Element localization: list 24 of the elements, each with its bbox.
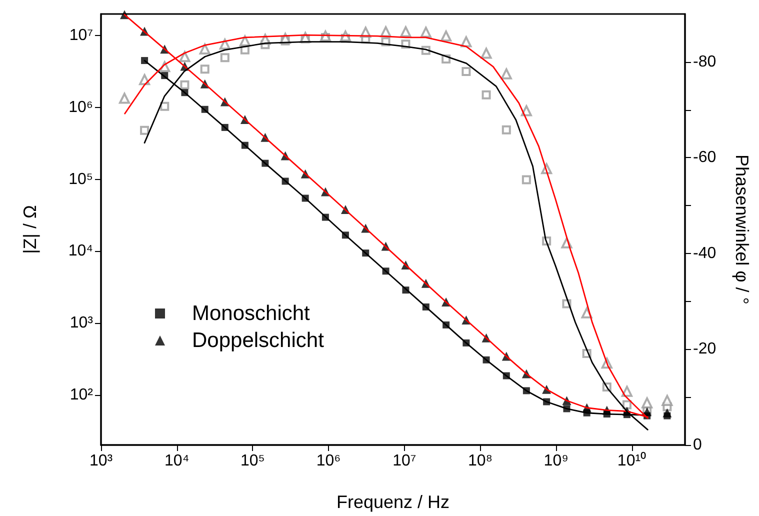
x-tick-label: 10⁶ [316, 452, 341, 470]
y-tick-label: 10⁷ [69, 27, 94, 44]
y2-tick-label: -60 [693, 149, 716, 166]
y-tick-label: 10⁴ [68, 242, 94, 260]
x-tick-label: 10⁷ [392, 452, 416, 470]
x-tick-label: 10¹⁰ [617, 452, 647, 470]
legend-label: Doppelschicht [192, 329, 324, 352]
x-tick-label: 10⁵ [240, 452, 265, 470]
y2-tick-label: -20 [693, 340, 716, 358]
x-tick-label: 10⁸ [468, 452, 493, 470]
y-tick-label: 10³ [70, 314, 94, 332]
x-tick-label: 10⁴ [164, 452, 190, 470]
y-axis-title: |Z| / Ω [20, 205, 40, 254]
y-tick-label: 10⁵ [68, 170, 93, 188]
y2-tick-label: -80 [693, 53, 716, 70]
legend-label: Monoschicht [192, 302, 310, 325]
y-tick-label: 10⁶ [68, 98, 93, 116]
x-tick-label: 10³ [89, 452, 114, 470]
y2-tick-label: -40 [693, 244, 716, 262]
y2-tick-label: 0 [693, 436, 702, 454]
x-tick-label: 10⁹ [544, 452, 568, 470]
x-axis-title: Frequenz / Hz [336, 492, 450, 512]
y-tick-label: 10² [70, 386, 94, 404]
y2-axis-title: Phasenwinkel φ / ° [732, 154, 752, 304]
